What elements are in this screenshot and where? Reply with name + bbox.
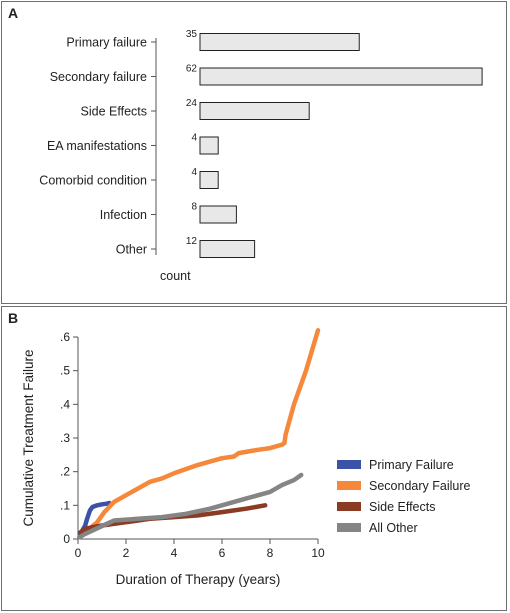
x-tick-label: 6: [219, 546, 226, 560]
data-label: 35: [186, 29, 198, 40]
category-label: Other: [116, 243, 147, 257]
data-label: 12: [186, 236, 198, 247]
y-axis-label: Cumulative Treatment Failure: [21, 349, 36, 526]
category-label: Primary failure: [66, 36, 147, 50]
bar: [199, 205, 237, 224]
bar: [199, 67, 483, 86]
series-line: [78, 500, 112, 537]
bar-chart: Primary failure 35 Secondary failure 62 Side…: [39, 29, 483, 283]
bar: [199, 240, 256, 258]
data-label: 4: [191, 133, 197, 144]
data-label: 62: [186, 64, 198, 75]
bar: [199, 33, 360, 51]
y-tick-label: .6: [60, 330, 70, 344]
x-tick-label: 2: [123, 546, 130, 560]
panel-a: A Primary failure 35 Secondary failure 62 Si…: [1, 1, 507, 304]
x-tick-label: 8: [267, 546, 274, 560]
data-label: 8: [191, 202, 197, 213]
y-tick-label: .1: [60, 498, 70, 512]
y-tick-label: .3: [60, 431, 70, 445]
category-label: Secondary failure: [50, 70, 147, 84]
category-label: Side Effects: [81, 105, 147, 119]
line-chart: 0 .1 .2 .3 .4 .5 .6 0 2 4 6 8 10 Duration of Therapy …: [21, 328, 470, 587]
y-tick-label: .2: [60, 465, 70, 479]
x-axis-label: count: [160, 269, 191, 283]
category-label: EA manifestations: [47, 139, 147, 153]
data-label: 4: [191, 167, 197, 178]
legend-label: Primary Failure: [369, 458, 454, 472]
panel-a-letter: A: [8, 5, 19, 21]
y-tick-label: .5: [60, 364, 70, 378]
legend-label: Side Effects: [369, 500, 435, 514]
panel-b: B 0 .1 .2 .3 .4 .5 .6 0 2 4 6 8 10 Duration of Therap…: [1, 306, 507, 611]
series-line: [76, 472, 304, 540]
data-label: 24: [186, 98, 198, 109]
legend-swatch: [337, 502, 361, 511]
series-line: [82, 328, 321, 535]
y-tick-label: .4: [60, 397, 70, 411]
legend-swatch: [337, 481, 361, 490]
legend-swatch: [337, 460, 361, 469]
y-tick-label: 0: [63, 532, 70, 546]
x-tick-label: 0: [75, 546, 82, 560]
x-axis-label: Duration of Therapy (years): [116, 572, 281, 587]
panel-b-letter: B: [8, 310, 19, 326]
legend-label: All Other: [369, 521, 418, 535]
x-tick-label: 4: [171, 546, 178, 560]
legend-swatch: [337, 523, 361, 532]
category-label: Infection: [100, 208, 147, 222]
category-label: Comorbid condition: [39, 174, 147, 188]
bar: [199, 102, 310, 120]
bar: [199, 136, 219, 155]
x-tick-label: 10: [311, 546, 325, 560]
legend-label: Secondary Failure: [369, 479, 470, 493]
bar: [199, 171, 219, 189]
